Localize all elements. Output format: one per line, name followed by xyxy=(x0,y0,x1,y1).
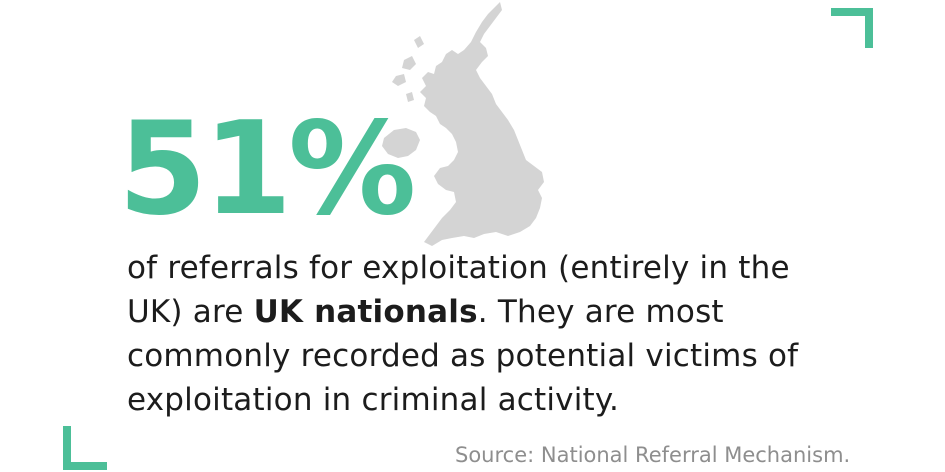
description-text-continued: . They are most commonly recorded as pot… xyxy=(127,294,799,418)
source-note: Source: National Referral Mechanism. xyxy=(455,443,851,467)
statistic-description: of referrals for exploitation (entirely … xyxy=(127,246,847,422)
headline-statistic: 51% xyxy=(118,95,416,244)
corner-bracket-icon xyxy=(831,8,873,48)
corner-bracket-icon xyxy=(63,426,107,470)
uk-map-icon xyxy=(382,2,544,246)
description-highlight: UK nationals xyxy=(253,294,478,330)
description-text: of referrals for exploitation (entirely … xyxy=(127,250,790,330)
